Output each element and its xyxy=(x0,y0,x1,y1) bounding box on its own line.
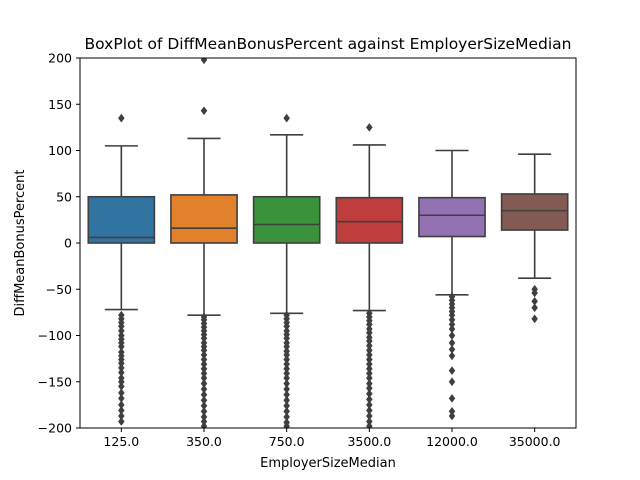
outlier-point xyxy=(448,331,456,340)
outlier-point xyxy=(283,421,290,428)
outlier-point xyxy=(200,421,208,428)
y-tick-label: 100 xyxy=(48,143,72,158)
outlier-point xyxy=(366,122,373,132)
y-axis-label: DiffMeanBonusPercent xyxy=(13,169,28,316)
x-tick-label: 3500.0 xyxy=(347,434,391,449)
box-group-1 xyxy=(87,113,156,426)
y-tick-label: −50 xyxy=(46,282,72,297)
outlier-point xyxy=(283,113,290,123)
x-tick-label: 125.0 xyxy=(103,434,139,449)
outlier-point xyxy=(448,351,456,361)
chart-title: BoxPlot of DiffMeanBonusPercent against … xyxy=(85,35,572,53)
y-tick-label: 200 xyxy=(48,51,72,66)
y-tick-label: −100 xyxy=(38,328,72,343)
x-tick-label: 35000.0 xyxy=(509,434,561,449)
outlier-point xyxy=(531,314,538,324)
box-group-4 xyxy=(335,122,404,428)
outlier-point xyxy=(448,393,456,403)
plot-marks xyxy=(87,58,569,428)
y-tick-label: −200 xyxy=(38,421,72,436)
outlier-point xyxy=(366,421,373,428)
box xyxy=(170,194,238,244)
box xyxy=(335,196,404,244)
box xyxy=(418,196,486,238)
outlier-point xyxy=(118,113,125,123)
outlier-point xyxy=(118,417,125,426)
x-tick-label: 350.0 xyxy=(186,434,222,449)
box-group-5 xyxy=(418,149,486,421)
outlier-point xyxy=(200,106,208,116)
plot-area xyxy=(79,57,577,429)
x-axis: 125.0 350.0 750.0 3500.0 12000.0 35000.0 xyxy=(103,428,561,449)
y-axis: −200 −150 −100 −50 0 50 100 150 200 xyxy=(38,51,80,436)
y-tick-label: 50 xyxy=(56,189,72,204)
outlier-point xyxy=(448,411,456,421)
box-group-2 xyxy=(170,58,238,428)
x-axis-label: EmployerSizeMedian xyxy=(260,456,396,471)
outlier-point xyxy=(531,303,538,313)
outlier-point xyxy=(448,377,456,387)
outlier-point xyxy=(448,366,456,376)
y-tick-label: 0 xyxy=(64,236,72,251)
box-group-3 xyxy=(252,113,321,428)
y-tick-label: −150 xyxy=(38,374,72,389)
outlier-point xyxy=(200,58,208,65)
box xyxy=(500,193,569,231)
x-tick-label: 750.0 xyxy=(269,434,305,449)
box xyxy=(252,195,321,244)
y-tick-label: 150 xyxy=(48,97,72,112)
x-tick-label: 12000.0 xyxy=(426,434,478,449)
box xyxy=(87,195,156,244)
box-group-6 xyxy=(500,153,569,324)
